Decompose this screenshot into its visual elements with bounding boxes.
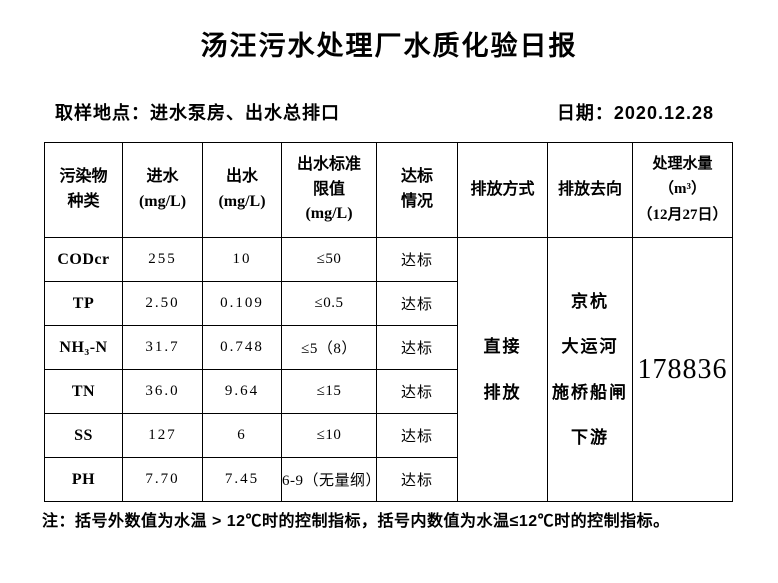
table-row: TP 2.50 0.109 ≤0.5 达标 (44, 281, 733, 326)
outflow-value-cell: 7.45 (202, 457, 282, 502)
inflow-value-cell: 36.0 (122, 369, 203, 414)
limit-value-cell: ≤50 (281, 237, 377, 282)
outflow-value-cell: 0.748 (202, 325, 282, 370)
limit-value-cell: 6-9（无量纲） (281, 457, 377, 502)
table-row: SS 127 6 ≤10 达标 (44, 413, 733, 458)
pollutant-name-cell: TP (44, 281, 123, 326)
header-inflow: 进水 (mg/L) (122, 142, 203, 238)
limit-value-cell: ≤10 (281, 413, 377, 458)
outflow-value-cell: 9.64 (202, 369, 282, 414)
table-row: CODcr 255 10 ≤50 达标 直接 排放 京杭 大运河 施桥船闸 下游… (44, 237, 733, 502)
footnote: 注：括号外数值为水温 > 12℃时的控制指标，括号内数值为水温≤12℃时的控制指… (42, 513, 670, 530)
meta-row: 取样地点：进水泵房、出水总排口 日期：2020.12.28 (55, 99, 714, 125)
treated-volume-cell: 178836 (632, 237, 733, 502)
limit-value-cell: ≤0.5 (281, 281, 377, 326)
pollutant-name-cell: TN (44, 369, 123, 414)
status-cell: 达标 (376, 325, 458, 370)
water-quality-table: 污染物 种类 进水 (mg/L) 出水 (mg/L) 出水标准 限值 (mg/L… (44, 142, 733, 502)
inflow-value-cell: 127 (122, 413, 203, 458)
header-treated-volume: 处理水量 （m³） （12月27日） (632, 142, 733, 238)
report-table-container: 污染物 种类 进水 (mg/L) 出水 (mg/L) 出水标准 限值 (mg/L… (44, 142, 733, 502)
pollutant-name-cell: PH (44, 457, 123, 502)
page-title: 汤汪污水处理厂水质化验日报 (200, 31, 578, 61)
header-pollutant: 污染物 种类 (44, 142, 123, 238)
report-date-label: 日期：2020.12.28 (556, 103, 714, 123)
status-cell: 达标 (376, 281, 458, 326)
limit-value-cell: ≤5（8） (281, 325, 377, 370)
header-outflow: 出水 (mg/L) (202, 142, 282, 238)
outflow-value-cell: 6 (202, 413, 282, 458)
inflow-value-cell: 255 (122, 237, 203, 282)
pollutant-name-cell: SS (44, 413, 123, 458)
table-row: PH 7.70 7.45 6-9（无量纲） 达标 (44, 457, 733, 502)
header-discharge-method: 排放方式 (457, 142, 548, 238)
header-status: 达标 情况 (376, 142, 458, 238)
table-header-row: 污染物 种类 进水 (mg/L) 出水 (mg/L) 出水标准 限值 (mg/L… (44, 142, 733, 238)
status-cell: 达标 (376, 457, 458, 502)
inflow-value-cell: 31.7 (122, 325, 203, 370)
sampling-location-label: 取样地点：进水泵房、出水总排口 (55, 103, 340, 123)
header-limit: 出水标准 限值 (mg/L) (281, 142, 377, 238)
inflow-value-cell: 2.50 (122, 281, 203, 326)
table-row: TN 36.0 9.64 ≤15 达标 (44, 369, 733, 414)
status-cell: 达标 (376, 237, 458, 282)
header-discharge-destination: 排放去向 (547, 142, 633, 238)
inflow-value-cell: 7.70 (122, 457, 203, 502)
pollutant-name-cell: CODcr (44, 237, 123, 282)
discharge-method-cell: 直接 排放 (457, 237, 548, 502)
outflow-value-cell: 10 (202, 237, 282, 282)
outflow-value-cell: 0.109 (202, 281, 282, 326)
table-row: NH₃-N 31.7 0.748 ≤5（8） 达标 (44, 325, 733, 370)
limit-value-cell: ≤15 (281, 369, 377, 414)
discharge-destination-cell: 京杭 大运河 施桥船闸 下游 (547, 237, 633, 502)
status-cell: 达标 (376, 369, 458, 414)
status-cell: 达标 (376, 413, 458, 458)
pollutant-name-cell: NH₃-N (44, 325, 123, 370)
